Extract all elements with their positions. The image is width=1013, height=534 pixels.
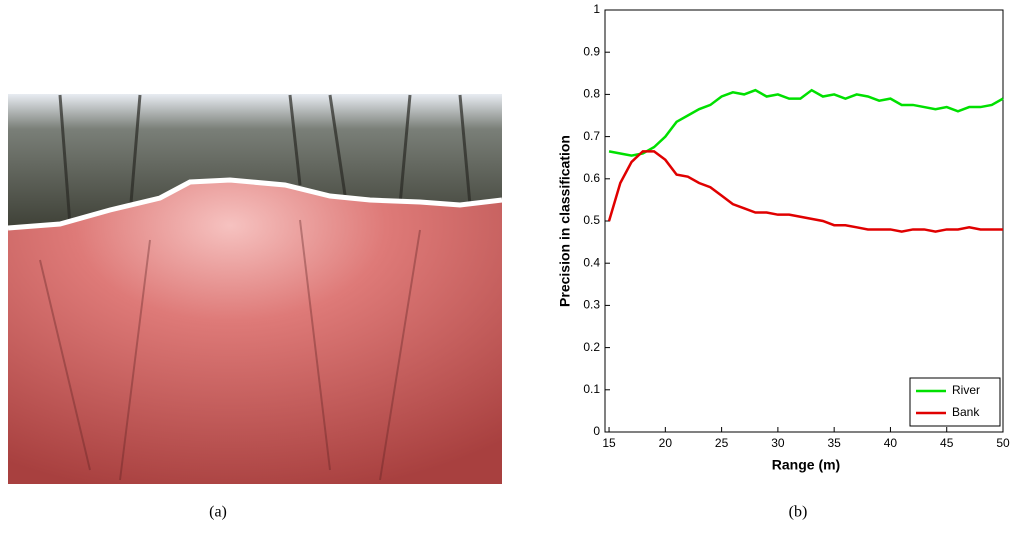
y-tick-label: 0.9: [583, 44, 600, 58]
legend-label: Bank: [952, 405, 980, 419]
y-tick-label: 0.2: [583, 340, 600, 354]
y-tick-label: 0.8: [583, 87, 600, 101]
y-tick-label: 0.6: [583, 171, 600, 185]
y-tick-label: 0.3: [583, 298, 600, 312]
plot-frame: [604, 9, 1004, 433]
legend-label: River: [952, 383, 980, 397]
legend-box: [909, 377, 1001, 427]
x-tick-label: 50: [996, 436, 1010, 450]
y-axis-label: Precision in classification: [557, 135, 573, 307]
y-tick-label: 0.5: [583, 213, 600, 227]
x-tick-label: 45: [940, 436, 954, 450]
x-tick-label: 40: [884, 436, 898, 450]
series-line: [607, 150, 1003, 233]
x-tick-label: 35: [827, 436, 841, 450]
y-tick-label: 0.7: [583, 129, 600, 143]
series-line: [608, 88, 1004, 157]
y-tick-label: 1: [593, 2, 600, 16]
y-tick-label: 0.1: [583, 382, 600, 396]
photo: [7, 94, 503, 484]
caption: (a): [209, 504, 227, 521]
x-tick-label: 15: [602, 436, 616, 450]
x-tick-label: 20: [659, 436, 673, 450]
x-axis-label: Range (m): [772, 457, 840, 473]
caption: (b): [789, 504, 808, 521]
y-tick-label: 0.4: [583, 255, 600, 269]
x-tick-label: 30: [771, 436, 785, 450]
x-tick-label: 25: [715, 436, 729, 450]
y-tick-label: 0: [593, 424, 600, 438]
